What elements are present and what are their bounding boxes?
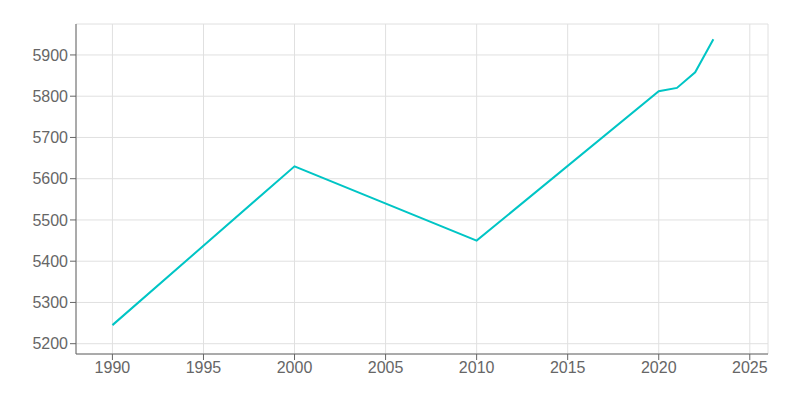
svg-text:5600: 5600: [32, 170, 68, 187]
svg-text:5200: 5200: [32, 335, 68, 352]
svg-text:1990: 1990: [95, 359, 131, 376]
svg-text:2015: 2015: [550, 359, 586, 376]
svg-text:2010: 2010: [459, 359, 495, 376]
svg-text:2025: 2025: [732, 359, 768, 376]
svg-text:5300: 5300: [32, 294, 68, 311]
svg-text:5400: 5400: [32, 253, 68, 270]
svg-text:5700: 5700: [32, 129, 68, 146]
svg-text:5900: 5900: [32, 47, 68, 64]
svg-text:2005: 2005: [368, 359, 404, 376]
svg-text:1995: 1995: [186, 359, 222, 376]
svg-text:2000: 2000: [277, 359, 313, 376]
svg-text:2020: 2020: [641, 359, 677, 376]
svg-text:5500: 5500: [32, 212, 68, 229]
svg-text:5800: 5800: [32, 88, 68, 105]
